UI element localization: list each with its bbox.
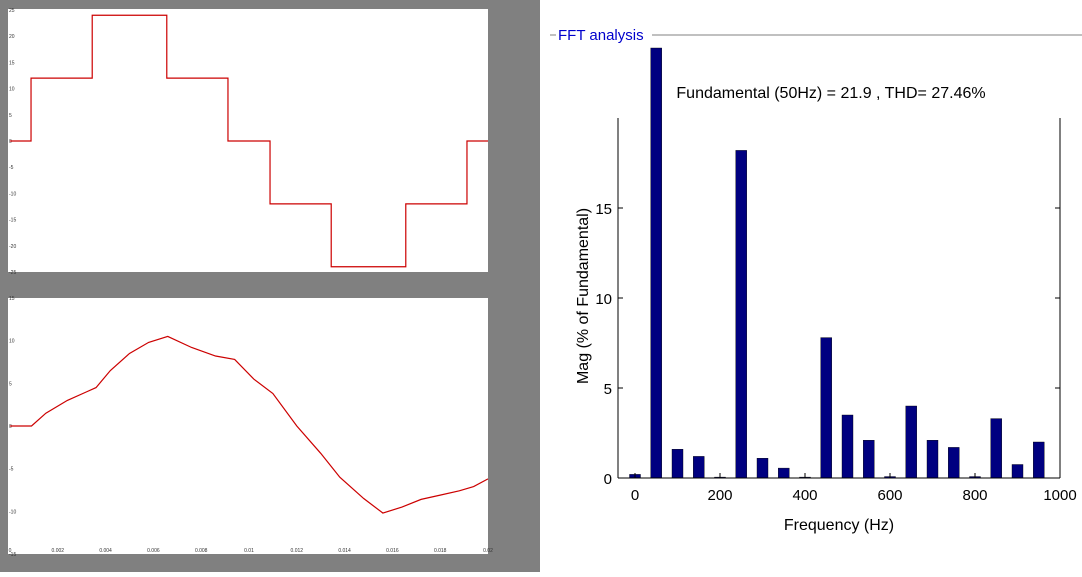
y-tick-label: 25 xyxy=(9,8,15,14)
scope-frame xyxy=(0,0,540,9)
y-tick-label: 10 xyxy=(9,87,15,93)
y-tick-label: 15 xyxy=(595,201,612,218)
x-tick-label: 1000 xyxy=(1043,487,1076,504)
fft-chart: FFT analysis Fundamental (50Hz) = 21.9 ,… xyxy=(550,27,1082,534)
y-tick-label: 15 xyxy=(9,60,15,66)
x-tick-label: 800 xyxy=(962,487,987,504)
x-tick-label: 200 xyxy=(707,487,732,504)
y-tick-label: 0 xyxy=(604,471,612,488)
x-axis-label: Frequency (Hz) xyxy=(784,517,894,534)
bar xyxy=(650,47,662,479)
x-tick-label: 400 xyxy=(792,487,817,504)
bar xyxy=(841,414,854,479)
bar xyxy=(990,418,1002,479)
y-tick-label: -20 xyxy=(9,244,16,250)
y-tick-label: 20 xyxy=(9,34,15,40)
bar xyxy=(863,440,875,479)
y-tick-label: 0 xyxy=(9,139,12,145)
y-tick-label: -15 xyxy=(9,218,16,224)
bar xyxy=(926,440,939,479)
chart-title: Fundamental (50Hz) = 21.9 , THD= 27.46% xyxy=(676,85,985,102)
waveform-line xyxy=(10,14,488,268)
y-tick-label: 5 xyxy=(604,381,612,398)
bar xyxy=(905,405,917,479)
x-tick-label: 0.004 xyxy=(99,548,112,554)
x-tick-label: 0.006 xyxy=(147,548,160,554)
x-tick-label: 0.01 xyxy=(244,548,254,554)
y-tick-label: -15 xyxy=(9,552,16,558)
x-tick-label: 0.012 xyxy=(291,548,304,554)
y-tick-label: 10 xyxy=(9,339,15,345)
x-tick-label: 600 xyxy=(877,487,902,504)
x-tick-label: 0 xyxy=(631,487,639,504)
x-tick-label: 0.02 xyxy=(483,548,493,554)
y-tick-label: -25 xyxy=(9,270,16,276)
bar xyxy=(671,449,684,479)
y-tick-label: 5 xyxy=(9,113,12,119)
x-tick-label: 0.008 xyxy=(195,548,208,554)
bar xyxy=(820,337,832,479)
x-tick-label: 0 xyxy=(9,548,12,554)
x-tick-label: 0.018 xyxy=(434,548,447,554)
waveform-line xyxy=(10,335,489,514)
y-axis-label: Mag (% of Fundamental) xyxy=(575,208,592,384)
scope-plot-area xyxy=(10,298,488,554)
x-tick-label: 0.016 xyxy=(386,548,399,554)
y-tick-label: 10 xyxy=(595,291,612,308)
y-tick-label: 5 xyxy=(9,381,12,387)
scope-frame xyxy=(0,272,540,298)
y-tick-label: -5 xyxy=(9,467,14,473)
y-tick-label: -10 xyxy=(9,191,16,197)
x-tick-label: 0.014 xyxy=(338,548,351,554)
fft-analysis-panel: FFT analysis Fundamental (50Hz) = 21.9 ,… xyxy=(550,0,1082,572)
bar xyxy=(778,467,790,479)
fft-panel-title: FFT analysis xyxy=(558,27,644,44)
bar xyxy=(1011,464,1024,479)
y-tick-label: -10 xyxy=(9,509,16,515)
bar xyxy=(948,447,960,479)
y-tick-label: 15 xyxy=(9,296,15,302)
bar xyxy=(735,150,747,479)
scope-plot-top: 25 20 15 10 5 0 -5 -10 -15 -20 -25 xyxy=(9,8,488,276)
bar xyxy=(693,456,705,479)
bar xyxy=(756,458,769,479)
x-tick-label: 0.002 xyxy=(52,548,65,554)
y-tick-label: -5 xyxy=(9,165,14,171)
bar xyxy=(1033,441,1045,479)
y-tick-label: 0 xyxy=(9,424,12,430)
scope-panel: 25 20 15 10 5 0 -5 -10 -15 -20 -25 15 10 5 0 -5 -10 -15 0 0… xyxy=(0,0,540,572)
scope-frame xyxy=(0,554,540,572)
